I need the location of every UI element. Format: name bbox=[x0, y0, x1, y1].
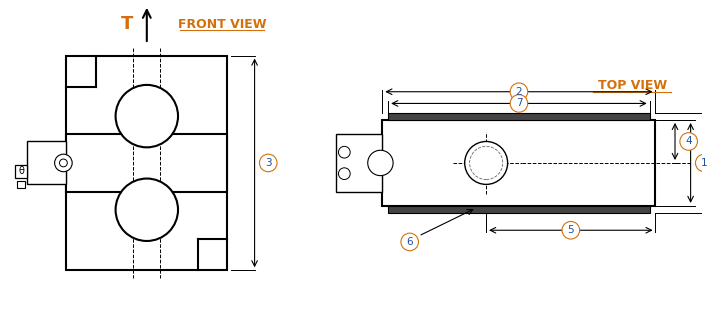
Text: 2: 2 bbox=[516, 87, 522, 97]
Text: 3: 3 bbox=[265, 158, 271, 168]
Circle shape bbox=[60, 159, 67, 167]
Bar bbox=[66, 134, 228, 192]
Circle shape bbox=[55, 154, 72, 172]
Circle shape bbox=[401, 233, 418, 251]
Bar bbox=[14, 165, 27, 178]
Circle shape bbox=[368, 150, 393, 176]
Circle shape bbox=[510, 83, 528, 100]
Text: θ: θ bbox=[341, 169, 347, 179]
Circle shape bbox=[116, 178, 178, 241]
Text: 7: 7 bbox=[516, 99, 522, 108]
Bar bbox=[388, 113, 649, 120]
Circle shape bbox=[464, 142, 508, 184]
Circle shape bbox=[469, 146, 503, 179]
Text: 1: 1 bbox=[701, 158, 708, 168]
Bar bbox=[17, 181, 25, 188]
Circle shape bbox=[696, 154, 713, 172]
Circle shape bbox=[259, 154, 277, 172]
Bar bbox=[388, 206, 649, 213]
Text: 5: 5 bbox=[567, 225, 574, 235]
Text: TOP VIEW: TOP VIEW bbox=[598, 79, 667, 92]
Text: FRONT VIEW: FRONT VIEW bbox=[178, 18, 266, 31]
Bar bbox=[27, 142, 66, 184]
Bar bbox=[382, 120, 655, 206]
Circle shape bbox=[338, 168, 350, 179]
Circle shape bbox=[116, 85, 178, 147]
Bar bbox=[336, 134, 382, 192]
Text: 6: 6 bbox=[406, 237, 413, 247]
Bar bbox=[66, 56, 228, 270]
Text: θ: θ bbox=[341, 147, 347, 157]
Circle shape bbox=[714, 154, 720, 172]
Circle shape bbox=[510, 95, 528, 112]
Circle shape bbox=[338, 146, 350, 158]
Text: T: T bbox=[121, 15, 133, 33]
Text: 4: 4 bbox=[685, 136, 692, 146]
Circle shape bbox=[680, 133, 698, 150]
Text: θ: θ bbox=[18, 166, 24, 176]
Circle shape bbox=[562, 221, 580, 239]
